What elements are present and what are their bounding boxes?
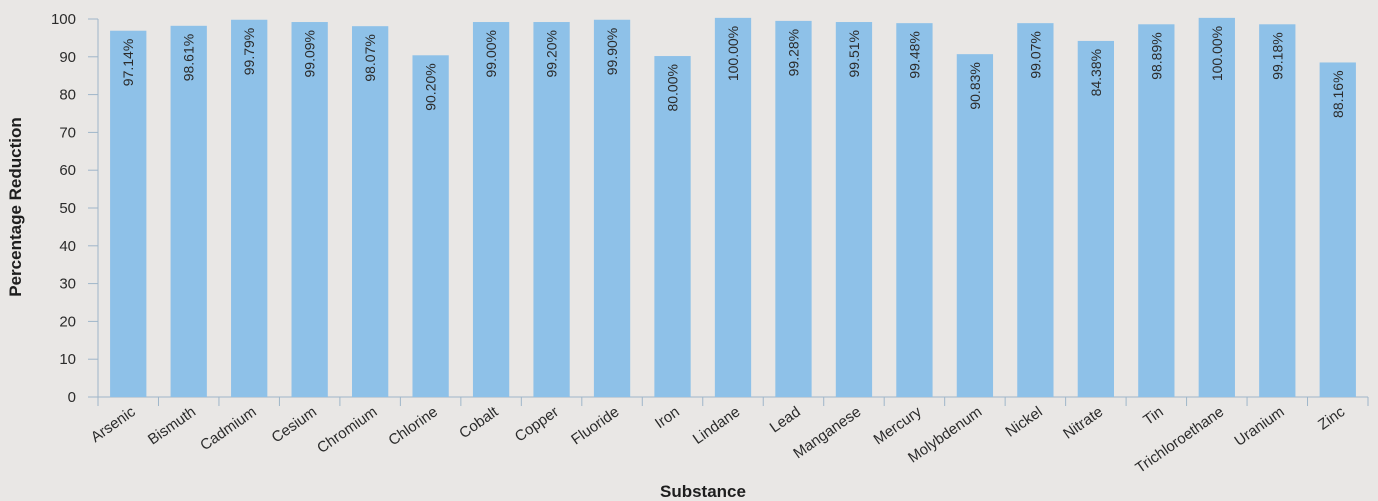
x-tick-label: Fluoride xyxy=(568,403,622,448)
x-tick-label: Cobalt xyxy=(456,403,502,442)
bar-nickel xyxy=(1017,23,1054,398)
bar-chromium xyxy=(352,26,389,397)
bars-group xyxy=(110,17,1356,398)
bar-value-label: 99.90% xyxy=(604,28,620,75)
bar-value-label: 99.79% xyxy=(241,28,257,75)
x-tick-label: Nitrate xyxy=(1060,403,1106,442)
bar-bismuth xyxy=(170,25,207,397)
bar-value-label: 98.89% xyxy=(1148,32,1164,79)
y-tick-label: 70 xyxy=(59,124,76,141)
x-tick-label: Copper xyxy=(512,403,562,445)
bar-molybdenum xyxy=(956,54,994,398)
x-tick-label: Iron xyxy=(652,403,683,432)
y-tick-label: 20 xyxy=(59,313,76,330)
bar-lindane xyxy=(714,17,752,398)
bar-value-label: 99.20% xyxy=(544,30,560,77)
x-tick-label: Manganese xyxy=(790,403,864,462)
bar-value-label: 99.00% xyxy=(483,30,499,77)
bar-value-labels-group: 97.14% 98.61% 99.79% 99.09% 98.07% 90.20% 99.0… xyxy=(120,26,1346,118)
bar-value-label: 100.00% xyxy=(1209,26,1225,81)
bar-uranium xyxy=(1259,24,1296,398)
bar-iron xyxy=(654,56,691,397)
x-tick-label: Lead xyxy=(767,403,804,436)
bar-fluoride xyxy=(593,19,631,397)
x-tick-label: Chlorine xyxy=(385,403,441,449)
x-tick-label: Lindane xyxy=(690,403,743,448)
bar-value-label: 99.07% xyxy=(1027,31,1043,78)
bar-arsenic xyxy=(110,30,147,398)
x-axis-title: Substance xyxy=(660,482,746,501)
x-tick-label: Cesium xyxy=(269,403,320,446)
bar-value-label: 88.16% xyxy=(1330,70,1346,117)
y-axis: 0 10 20 30 40 50 60 70 80 90 100 xyxy=(51,11,99,406)
bar-value-label: 97.14% xyxy=(120,39,136,86)
x-tick-label: Uranium xyxy=(1231,403,1287,449)
bar-value-label: 80.00% xyxy=(665,64,681,111)
bar-cobalt xyxy=(472,22,510,398)
y-tick-label: 90 xyxy=(59,49,76,66)
y-tick-label: 50 xyxy=(59,200,76,217)
bar-mercury xyxy=(896,23,933,398)
bar-value-label: 99.28% xyxy=(785,29,801,76)
bar-value-label: 99.48% xyxy=(906,31,922,78)
bar-value-label: 100.00% xyxy=(725,26,741,81)
bar-manganese xyxy=(835,22,873,398)
bar-lead xyxy=(775,20,812,397)
x-tick-label: Cadmium xyxy=(197,403,259,454)
x-tick-label: Bismuth xyxy=(145,403,199,448)
bar-value-label: 99.09% xyxy=(302,30,318,77)
y-tick-label: 0 xyxy=(68,389,76,406)
x-tick-label: Mercury xyxy=(871,403,926,448)
y-tick-label: 100 xyxy=(51,11,76,28)
bar-zinc xyxy=(1319,62,1356,397)
bar-copper xyxy=(533,22,570,398)
y-tick-label: 30 xyxy=(59,276,76,293)
bar-value-label: 90.20% xyxy=(423,63,439,110)
y-tick-label: 60 xyxy=(59,162,76,179)
x-tick-label: Nickel xyxy=(1002,403,1045,440)
y-tick-label: 40 xyxy=(59,238,76,255)
y-axis-title: Percentage Reduction xyxy=(6,117,25,297)
bar-value-label: 98.61% xyxy=(181,34,197,81)
bar-cadmium xyxy=(231,19,268,397)
bar-value-label: 90.83% xyxy=(967,62,983,109)
bar-cesium xyxy=(291,22,328,398)
bar-value-label: 99.18% xyxy=(1269,32,1285,79)
bar-value-label: 99.51% xyxy=(846,30,862,77)
y-tick-label: 10 xyxy=(59,351,76,368)
x-tick-label: Chromium xyxy=(314,403,380,457)
bar-nitrate xyxy=(1077,40,1114,397)
bar-chlorine xyxy=(412,55,449,398)
bar-tin xyxy=(1138,24,1175,398)
bar-trichloroethane xyxy=(1198,17,1235,398)
x-tick-label: Tin xyxy=(1140,403,1166,429)
y-tick-label: 80 xyxy=(59,87,76,104)
bar-value-label: 84.38% xyxy=(1088,49,1104,96)
x-tick-label: Arsenic xyxy=(88,403,139,446)
bar-value-label: 98.07% xyxy=(362,34,378,81)
x-tick-label: Zinc xyxy=(1315,403,1348,433)
